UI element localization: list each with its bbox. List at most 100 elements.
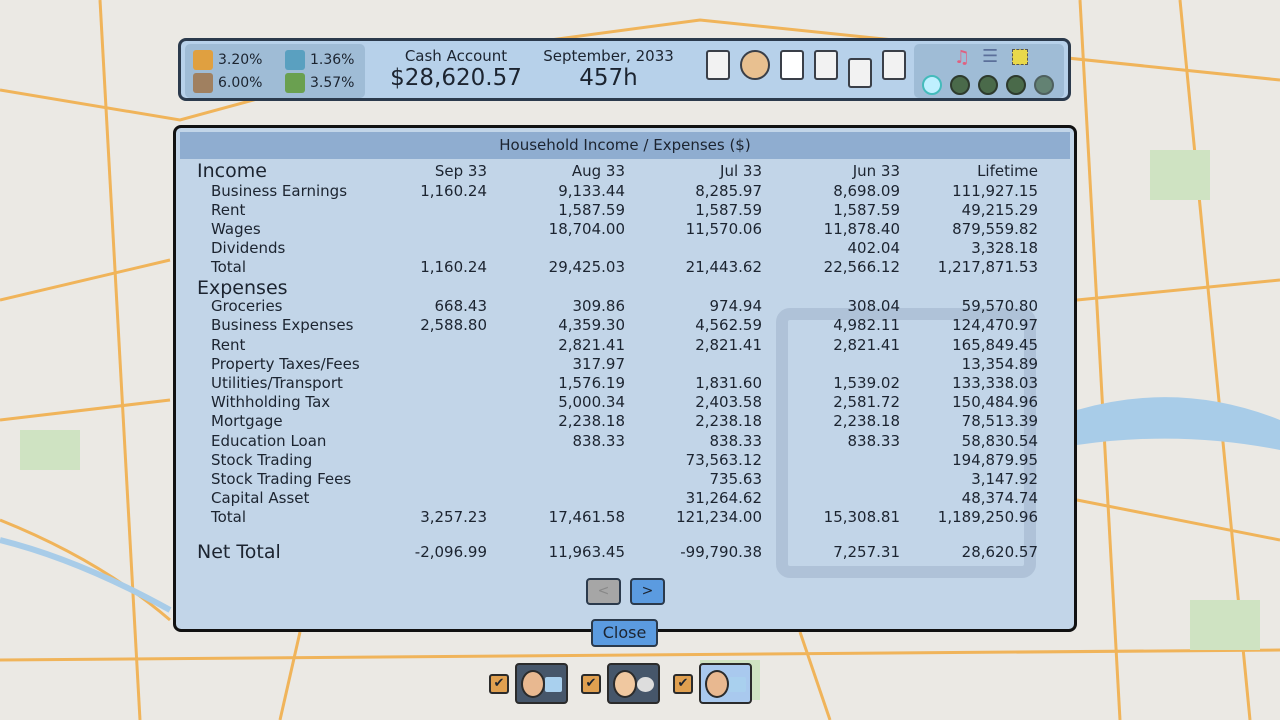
cell-value: 2,588.80 (420, 316, 487, 335)
cell-value: 2,821.41 (558, 335, 625, 354)
music-icon[interactable]: ♫ (954, 47, 971, 68)
stock-chart-icon[interactable] (780, 50, 804, 80)
cell-value: 1,217,871.53 (937, 258, 1038, 277)
member-checkbox[interactable]: ✔ (581, 673, 601, 694)
cell-value: Jul 33 (720, 162, 762, 180)
watermark-icon (776, 308, 1036, 578)
cell-value: 308.04 (847, 297, 901, 316)
row-label: Property Taxes/Fees (211, 354, 360, 373)
slow-icon[interactable] (950, 75, 970, 95)
row-label: Withholding Tax (211, 393, 331, 412)
game-date: September, 2033 457h (536, 47, 681, 91)
checklist-icon[interactable] (706, 50, 730, 80)
row-label: Capital Asset (211, 489, 310, 508)
row-label: Stock Trading (211, 450, 313, 469)
row-label: Business Expenses (211, 316, 354, 335)
cell-value: 8,285.97 (695, 181, 762, 200)
cell-value: 317.97 (572, 354, 626, 373)
cell-value: 111,927.15 (952, 181, 1038, 200)
education-icon[interactable] (882, 50, 906, 80)
play-icon[interactable] (978, 75, 998, 95)
stat-value: 3.20% (218, 52, 263, 68)
net-total-row: Net Total -2,096.99 11,963.45 -99,790.38 7,2… (176, 543, 1074, 562)
cash-label: Cash Account (404, 47, 508, 65)
member-checkbox[interactable]: ✔ (673, 673, 693, 694)
cash-account: Cash Account $28,620.57 (386, 47, 526, 91)
table-row: Property Taxes/Fees 317.97 13,354.89 (176, 354, 1074, 374)
table-row: Capital Asset 31,264.62 48,374.74 (176, 489, 1074, 508)
cell-value: 13,354.89 (961, 354, 1038, 373)
row-label: Expenses (197, 276, 288, 299)
cell-value: 8,698.09 (833, 181, 900, 200)
next-page-button[interactable]: > (630, 578, 665, 605)
cell-value: 150,484.96 (952, 393, 1038, 412)
assets-icon[interactable] (740, 50, 770, 80)
report-icon[interactable] (814, 50, 838, 80)
cell-value: 7,257.31 (833, 543, 900, 561)
table-row: Dividends 402.04 3,328.18 (176, 239, 1074, 258)
screenshot-icon[interactable] (1012, 49, 1028, 65)
family-member[interactable]: ✔ (673, 663, 752, 704)
table-row: Total 3,257.23 17,461.58 121,234.00 15,308.8… (176, 508, 1074, 527)
sleep-icon (729, 677, 746, 692)
cell-value: 402.04 (847, 239, 901, 258)
cell-value: 22,566.12 (823, 258, 900, 277)
pause-icon[interactable] (922, 75, 942, 95)
member-card[interactable] (699, 663, 752, 704)
family-member[interactable]: ✔ (489, 663, 568, 704)
cell-value: 78,513.39 (961, 412, 1038, 431)
avatar (521, 670, 545, 698)
cell-value: 165,849.45 (952, 335, 1038, 354)
cell-value: 4,359.30 (558, 316, 625, 335)
cell-value: 2,581.72 (833, 393, 900, 412)
cell-value: 15,308.81 (823, 508, 900, 527)
cell-value: 668.43 (434, 297, 488, 316)
table-row: Stock Trading Fees 735.63 3,147.92 (176, 470, 1074, 489)
cell-value: 2,403.58 (695, 393, 762, 412)
cell-value: Lifetime (977, 162, 1038, 180)
prev-page-button[interactable]: < (586, 578, 621, 605)
row-label: Dividends (211, 239, 286, 258)
fastest-icon[interactable] (1034, 75, 1054, 95)
cell-value: 59,570.80 (961, 297, 1038, 316)
table-row: Total 1,160.24 29,425.03 21,443.62 22,566.12… (176, 258, 1074, 277)
table-row: Business Expenses 2,588.80 4,359.30 4,562.5… (176, 316, 1074, 335)
cell-value: 21,443.62 (685, 258, 762, 277)
fast-icon[interactable] (1006, 75, 1026, 95)
cell-value: 2,821.41 (695, 335, 762, 354)
cell-value: 1,539.02 (833, 373, 900, 392)
member-card[interactable] (607, 663, 660, 704)
member-card[interactable] (515, 663, 568, 704)
date-label: September, 2033 (543, 47, 674, 65)
cell-value: 2,238.18 (558, 412, 625, 431)
invoice-icon[interactable] (848, 58, 872, 88)
cell-value: 28,620.57 (961, 543, 1038, 561)
table-row: Withholding Tax 5,000.34 2,403.58 2,581.72 1… (176, 393, 1074, 412)
member-checkbox[interactable]: ✔ (489, 673, 509, 694)
cell-value: 18,704.00 (548, 219, 625, 238)
stat-growth: 3.20% (193, 50, 262, 70)
cell-value: 11,963.45 (548, 543, 625, 561)
cell-value: Aug 33 (571, 162, 625, 180)
family-member[interactable]: ✔ (581, 663, 660, 704)
clock-icon (637, 677, 654, 692)
row-label: Mortgage (211, 412, 283, 431)
row-label: Wages (211, 219, 261, 238)
close-button[interactable]: Close (591, 619, 658, 647)
stat-market: 1.36% (285, 50, 354, 70)
stat-interest: 6.00% (193, 73, 262, 93)
cell-value: 4,562.59 (695, 316, 762, 335)
globe-market-icon (285, 50, 305, 70)
cell-value: 838.33 (572, 431, 626, 450)
table-row: Business Earnings 1,160.24 9,133.44 8,285.9… (176, 181, 1074, 201)
bank-icon (193, 73, 213, 93)
list-icon[interactable]: ☰ (982, 46, 999, 67)
cash-value: $28,620.57 (390, 65, 522, 91)
cell-value: 124,470.97 (952, 316, 1038, 335)
table-row: Rent 1,587.59 1,587.59 1,587.59 49,215.29 (176, 200, 1074, 220)
cell-value: 73,563.12 (685, 450, 762, 469)
cell-value: Jun 33 (852, 162, 900, 180)
cell-value: 1,587.59 (695, 200, 762, 219)
sleep-icon (545, 677, 562, 692)
cell-value: 3,328.18 (971, 239, 1038, 258)
